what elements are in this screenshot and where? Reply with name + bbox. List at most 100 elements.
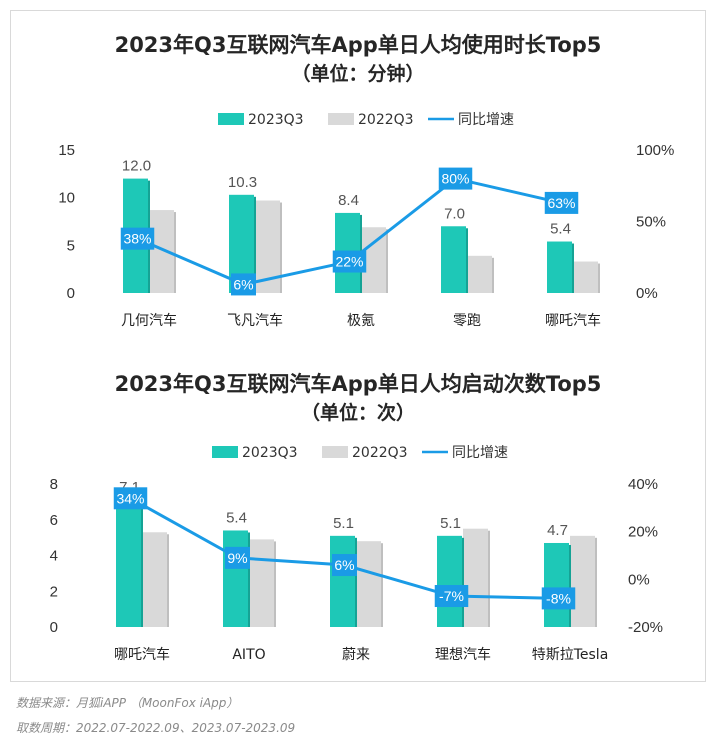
bar-value-label: 5.4 bbox=[226, 509, 247, 526]
bar-value-label: 8.4 bbox=[338, 192, 359, 209]
legend-swatch-2022q3 bbox=[322, 446, 348, 458]
y2-tick-label: 0% bbox=[636, 285, 658, 302]
legend-swatch-2022q3 bbox=[328, 113, 354, 125]
growth-label-box bbox=[225, 546, 250, 569]
growth-label-box bbox=[231, 273, 256, 296]
y-tick-label: 15 bbox=[58, 142, 75, 159]
bar-2022q3 bbox=[467, 255, 492, 293]
growth-label-box bbox=[541, 587, 576, 610]
y-tick-label: 6 bbox=[50, 512, 58, 529]
y-tick-label: 2 bbox=[50, 583, 58, 600]
bar-shadow bbox=[274, 541, 276, 627]
bar-shadow bbox=[248, 532, 250, 627]
y2-tick-label: 50% bbox=[636, 214, 666, 231]
growth-label: 38% bbox=[123, 231, 151, 247]
bar-2022q3 bbox=[249, 539, 274, 627]
bar-shadow bbox=[355, 537, 357, 627]
growth-label-box bbox=[113, 487, 148, 510]
y2-tick-label: 20% bbox=[628, 524, 658, 541]
bar-shadow bbox=[174, 212, 176, 293]
category-label: 飞凡汽车 bbox=[227, 312, 283, 329]
y-tick-label: 8 bbox=[50, 476, 58, 493]
footer-source: 数据来源：月狐iAPP （MoonFox iApp） bbox=[16, 696, 239, 710]
bar-shadow bbox=[280, 202, 282, 293]
category-label: 哪吒汽车 bbox=[545, 312, 601, 329]
bar-shadow bbox=[462, 537, 464, 627]
y-tick-label: 0 bbox=[67, 285, 75, 302]
bar-value-label: 5.1 bbox=[333, 515, 354, 532]
growth-label-box bbox=[434, 585, 469, 608]
bar-value-label: 5.4 bbox=[550, 221, 571, 238]
legend-swatch-2023q3 bbox=[218, 113, 244, 125]
category-label: 几何汽车 bbox=[121, 312, 177, 329]
legend-label-growth: 同比增速 bbox=[452, 445, 508, 461]
bar-2023q3 bbox=[441, 226, 466, 293]
y2-tick-label: -20% bbox=[628, 619, 663, 636]
bar-shadow bbox=[572, 243, 574, 293]
growth-label: 22% bbox=[335, 254, 363, 270]
category-label: 哪吒汽车 bbox=[114, 646, 170, 663]
growth-label: -7% bbox=[439, 588, 464, 604]
bar-value-label: 5.1 bbox=[440, 515, 461, 532]
bar-2022q3 bbox=[463, 528, 488, 627]
bar-2023q3 bbox=[544, 542, 569, 627]
growth-label-box bbox=[120, 227, 155, 250]
y-tick-label: 10 bbox=[58, 190, 75, 207]
chart-title: 2023年Q3互联网汽车App单日人均使用时长Top5 bbox=[115, 33, 602, 57]
y2-tick-label: 0% bbox=[628, 571, 650, 588]
legend-label-growth: 同比增速 bbox=[458, 112, 514, 128]
y2-tick-label: 40% bbox=[628, 476, 658, 493]
bar-2023q3 bbox=[223, 530, 248, 627]
growth-label: 6% bbox=[233, 276, 253, 292]
bar-shadow bbox=[381, 543, 383, 627]
y2-tick-label: 100% bbox=[636, 142, 674, 159]
legend-label-2023q3: 2023Q3 bbox=[242, 445, 298, 461]
y-tick-label: 5 bbox=[67, 237, 75, 254]
bar-shadow bbox=[488, 530, 490, 627]
category-label: 极氪 bbox=[347, 313, 375, 329]
category-label: 理想汽车 bbox=[435, 646, 491, 663]
bar-2022q3 bbox=[573, 261, 598, 293]
bar-shadow bbox=[569, 544, 571, 627]
growth-label: 80% bbox=[441, 171, 469, 187]
y-tick-label: 4 bbox=[50, 548, 58, 565]
bar-shadow bbox=[254, 196, 256, 293]
bar-value-label: 4.7 bbox=[547, 522, 568, 539]
bar-shadow bbox=[141, 502, 143, 627]
growth-label: 9% bbox=[227, 550, 247, 566]
bar-2023q3 bbox=[547, 241, 572, 293]
bar-shadow bbox=[466, 228, 468, 293]
chart-subtitle: （单位：分钟） bbox=[291, 62, 424, 85]
bar-shadow bbox=[598, 263, 600, 293]
bar-2022q3 bbox=[356, 541, 381, 627]
chart-subtitle: （单位：次） bbox=[301, 401, 415, 424]
legend-label-2022q3: 2022Q3 bbox=[352, 445, 408, 461]
category-label: AITO bbox=[232, 647, 265, 663]
growth-label: 6% bbox=[334, 557, 354, 573]
growth-label-box bbox=[438, 167, 473, 190]
legend-label-2023q3: 2023Q3 bbox=[248, 112, 304, 128]
bar-2023q3 bbox=[437, 535, 462, 627]
bar-shadow bbox=[167, 534, 169, 627]
bar-shadow bbox=[386, 229, 388, 293]
growth-label: -8% bbox=[546, 590, 571, 606]
legend-label-2022q3: 2022Q3 bbox=[358, 112, 414, 128]
legend-swatch-2023q3 bbox=[212, 446, 238, 458]
chart-title: 2023年Q3互联网汽车App单日人均启动次数Top5 bbox=[115, 372, 602, 396]
growth-label-box bbox=[332, 554, 357, 577]
bar-shadow bbox=[492, 257, 494, 293]
bar-2022q3 bbox=[570, 535, 595, 627]
category-label: 特斯拉Tesla bbox=[532, 647, 609, 663]
bar-2023q3 bbox=[116, 500, 141, 627]
bar-value-label: 10.3 bbox=[228, 174, 257, 191]
bar-2022q3 bbox=[142, 532, 167, 627]
growth-label: 34% bbox=[116, 490, 144, 506]
category-label: 零跑 bbox=[453, 313, 481, 329]
growth-label-box bbox=[544, 191, 579, 214]
y-tick-label: 0 bbox=[50, 619, 58, 636]
growth-label-box bbox=[332, 250, 367, 273]
bar-shadow bbox=[595, 537, 597, 627]
bar-value-label: 7.0 bbox=[444, 205, 465, 222]
footer-period: 取数周期：2022.07-2022.09、2023.07-2023.09 bbox=[16, 721, 296, 735]
